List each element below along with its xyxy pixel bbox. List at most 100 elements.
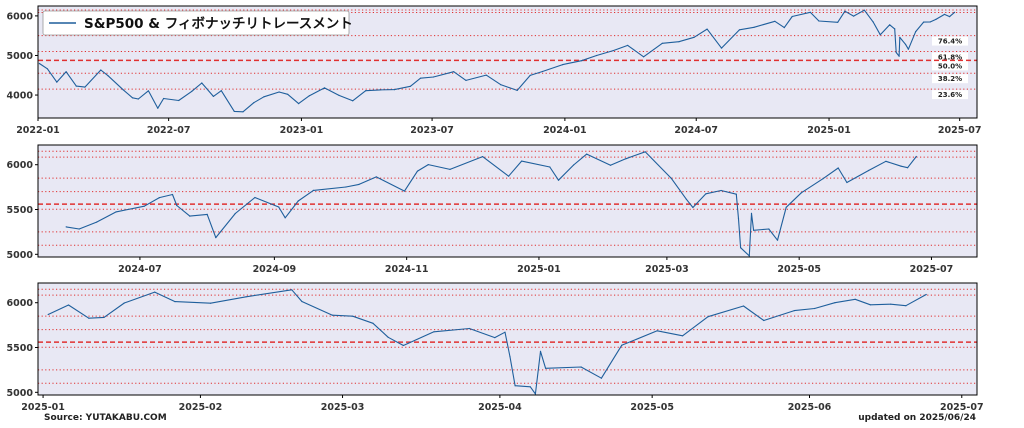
data-point	[403, 190, 406, 192]
data-point	[521, 160, 523, 162]
data-point	[609, 164, 612, 166]
x-tick-label: 2025-07	[938, 125, 982, 136]
y-tick-label: 5500	[7, 205, 34, 216]
data-point	[549, 166, 551, 168]
fib-level-label: 38.2%	[938, 75, 962, 83]
data-point	[372, 322, 374, 324]
data-point	[890, 303, 892, 305]
y-tick-label: 5000	[7, 388, 34, 399]
data-point	[915, 155, 917, 158]
data-point	[905, 305, 907, 307]
data-point	[158, 197, 160, 199]
data-point	[793, 310, 795, 312]
data-point	[834, 302, 836, 304]
y-tick-label: 5000	[7, 250, 34, 261]
data-point	[215, 237, 217, 239]
data-point	[433, 331, 435, 333]
x-tick-label: 2024-01	[543, 125, 587, 136]
data-point	[432, 76, 435, 78]
data-point	[670, 177, 672, 179]
data-point	[500, 84, 502, 86]
data-point	[419, 77, 422, 79]
data-point	[379, 89, 381, 91]
source-label: Source: YUTAKABU.COM	[44, 413, 167, 423]
legend: S&P500 & フィボナッチリトレースメント	[42, 10, 353, 36]
data-point	[123, 302, 125, 304]
data-point	[562, 64, 564, 66]
data-point	[954, 11, 956, 13]
fib-level-label: 23.6%	[938, 91, 962, 99]
data-point	[131, 97, 134, 99]
data-point	[586, 153, 588, 155]
data-point	[738, 29, 741, 31]
data-point	[358, 183, 360, 185]
data-point	[846, 181, 848, 184]
data-point	[245, 296, 247, 298]
data-point	[301, 300, 303, 303]
x-tick-label: 2025-07	[910, 264, 954, 275]
legend-box	[42, 10, 350, 36]
x-tick-label: 2024-11	[385, 264, 429, 275]
data-point	[115, 211, 117, 213]
data-point	[453, 71, 455, 73]
data-point	[107, 75, 109, 77]
data-point	[201, 82, 203, 84]
data-point	[176, 204, 178, 207]
data-point	[352, 100, 354, 102]
data-point	[863, 9, 866, 11]
data-point	[929, 21, 931, 23]
data-point	[468, 327, 470, 330]
data-point	[706, 28, 708, 30]
data-point	[776, 239, 779, 241]
updated-label: updated on 2025/06/24	[858, 413, 976, 423]
data-point	[720, 189, 722, 192]
data-point	[678, 41, 680, 43]
x-tick-label: 2025-04	[478, 402, 522, 413]
data-point	[253, 102, 255, 104]
data-point	[685, 198, 688, 200]
data-point	[907, 48, 910, 50]
data-point	[345, 186, 347, 188]
data-point	[308, 95, 310, 97]
plot-frame	[37, 144, 978, 258]
data-point	[753, 229, 755, 231]
data-point	[763, 319, 765, 322]
x-tick-label: 2025-01	[517, 264, 561, 275]
data-point	[925, 293, 927, 296]
y-tick-label: 5500	[7, 343, 34, 354]
x-tick-label: 2025-05	[777, 264, 821, 275]
price-line	[47, 289, 927, 395]
data-point	[935, 18, 937, 20]
data-point	[485, 74, 487, 76]
data-point	[387, 336, 389, 338]
data-point	[514, 385, 516, 387]
data-point	[529, 386, 531, 388]
data-point	[596, 54, 598, 57]
data-point	[735, 193, 737, 195]
data-point	[189, 215, 191, 217]
data-point	[402, 344, 404, 347]
data-point	[900, 165, 902, 167]
fib-label-bg	[932, 74, 968, 84]
data-point	[742, 305, 745, 307]
data-point	[573, 164, 575, 166]
x-tick-label: 2025-03	[321, 402, 365, 413]
data-point	[580, 60, 583, 62]
data-point	[287, 93, 289, 95]
data-point	[693, 36, 695, 38]
data-point	[748, 255, 750, 257]
data-point	[661, 42, 663, 44]
data-point	[625, 158, 627, 160]
data-point	[210, 302, 212, 304]
x-tick-label: 2023-07	[410, 125, 454, 136]
data-point	[220, 90, 222, 92]
data-point	[157, 107, 159, 109]
data-point	[509, 356, 511, 358]
data-point	[800, 192, 802, 194]
data-point	[427, 164, 429, 166]
data-point	[692, 206, 694, 209]
x-tick-label: 2022-01	[16, 125, 60, 136]
fib-level-label: 76.4%	[938, 38, 962, 46]
data-point	[84, 86, 86, 88]
data-point	[899, 36, 901, 39]
